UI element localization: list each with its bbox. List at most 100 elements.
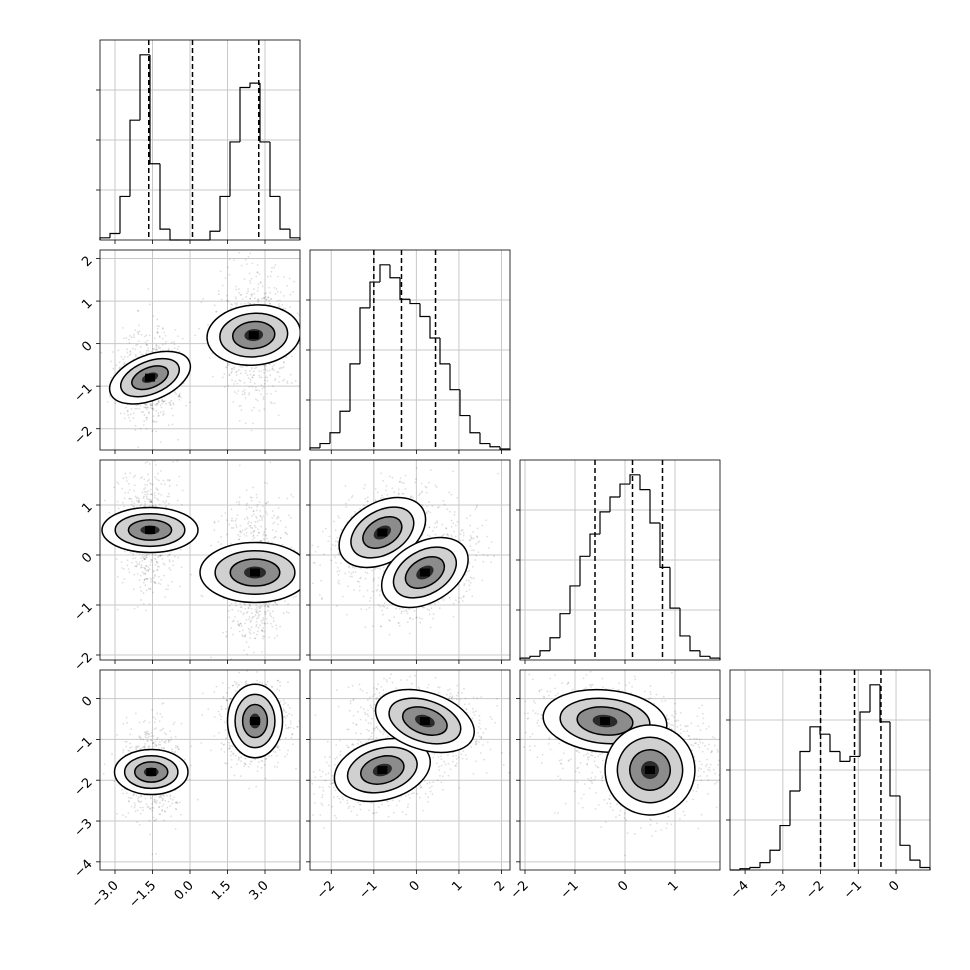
sample-point xyxy=(126,457,128,459)
sample-point xyxy=(376,588,379,591)
sample-point xyxy=(441,534,444,537)
sample-point xyxy=(154,554,157,557)
sample-point xyxy=(330,548,332,551)
sample-point xyxy=(151,505,154,507)
histogram-bin xyxy=(459,389,470,417)
sample-point xyxy=(428,501,430,503)
sample-point xyxy=(153,496,156,499)
sample-point xyxy=(235,297,238,300)
sample-point xyxy=(158,401,160,403)
sample-point xyxy=(460,597,463,599)
sample-point xyxy=(158,720,161,723)
sample-point xyxy=(145,556,148,559)
sample-point xyxy=(143,558,146,561)
histogram-bin xyxy=(389,264,400,279)
sample-point xyxy=(147,490,150,492)
sample-point xyxy=(434,522,437,525)
sample-point xyxy=(290,493,293,496)
sample-point xyxy=(350,572,353,575)
sample-point xyxy=(362,595,365,598)
sample-point xyxy=(129,349,132,352)
sample-point xyxy=(399,480,402,483)
sample-point xyxy=(163,412,165,415)
sample-point xyxy=(154,564,157,566)
sample-point xyxy=(150,407,152,409)
sample-point xyxy=(159,583,162,586)
sample-point xyxy=(401,492,404,495)
sample-point xyxy=(487,547,490,549)
sample-point xyxy=(278,367,281,370)
sample-point xyxy=(293,348,296,351)
sample-point xyxy=(242,629,244,632)
sample-point xyxy=(428,613,431,616)
sample-point xyxy=(152,741,155,744)
sample-point xyxy=(144,483,147,486)
sample-point xyxy=(271,529,274,531)
sample-point xyxy=(145,734,148,736)
sample-point xyxy=(174,555,176,558)
sample-point xyxy=(173,456,175,458)
sample-point xyxy=(267,540,270,543)
sample-point xyxy=(366,589,369,592)
sample-point xyxy=(210,656,213,659)
sample-point xyxy=(474,559,477,561)
sample-point xyxy=(273,364,276,366)
sample-point xyxy=(228,523,230,526)
sample-point xyxy=(156,568,159,571)
sample-point xyxy=(250,619,252,622)
sample-point xyxy=(335,540,337,543)
sample-point xyxy=(266,537,268,540)
sample-point xyxy=(473,549,476,552)
sample-point xyxy=(372,579,375,582)
sample-point xyxy=(161,554,163,557)
sample-point xyxy=(254,389,257,392)
sample-point xyxy=(255,604,258,607)
sample-point xyxy=(125,406,127,409)
sample-point xyxy=(239,622,242,625)
sample-point xyxy=(147,553,150,556)
histogram-bin xyxy=(919,860,930,869)
sample-point xyxy=(233,366,236,368)
sample-point xyxy=(176,348,179,351)
sample-point xyxy=(123,417,126,420)
sample-point xyxy=(245,527,248,530)
sample-point xyxy=(262,398,265,401)
sample-point xyxy=(225,630,228,633)
sample-point xyxy=(366,572,369,575)
sample-point xyxy=(404,488,407,491)
sample-point xyxy=(320,598,323,600)
sample-point xyxy=(366,496,369,499)
histogram-bin xyxy=(149,54,160,165)
sample-point xyxy=(128,489,131,491)
sample-point xyxy=(178,395,181,398)
sample-point xyxy=(158,806,161,809)
sample-point xyxy=(149,739,152,742)
sample-point xyxy=(248,393,251,396)
sample-point xyxy=(159,554,162,557)
sample-point xyxy=(122,326,124,329)
sample-point xyxy=(282,366,285,368)
sample-point xyxy=(277,507,280,509)
y-tick-label: 2 xyxy=(79,254,95,270)
sample-point xyxy=(177,556,180,559)
sample-point xyxy=(233,391,236,393)
sample-point xyxy=(418,494,420,497)
sample-point xyxy=(148,498,151,501)
sample-point xyxy=(292,291,294,293)
sample-point xyxy=(253,665,255,667)
sample-point xyxy=(220,298,223,301)
sample-point xyxy=(235,526,238,528)
sample-point xyxy=(437,601,440,604)
sample-point xyxy=(181,434,183,436)
sample-point xyxy=(143,578,146,581)
sample-point xyxy=(382,566,385,569)
sample-point xyxy=(121,814,124,817)
sample-point xyxy=(159,469,162,472)
histogram-bin xyxy=(769,849,780,863)
sample-point xyxy=(270,402,273,404)
sample-point xyxy=(442,599,445,601)
sample-point xyxy=(250,293,252,296)
sample-point xyxy=(371,590,374,593)
sample-point xyxy=(142,497,145,500)
sample-point xyxy=(170,404,172,407)
